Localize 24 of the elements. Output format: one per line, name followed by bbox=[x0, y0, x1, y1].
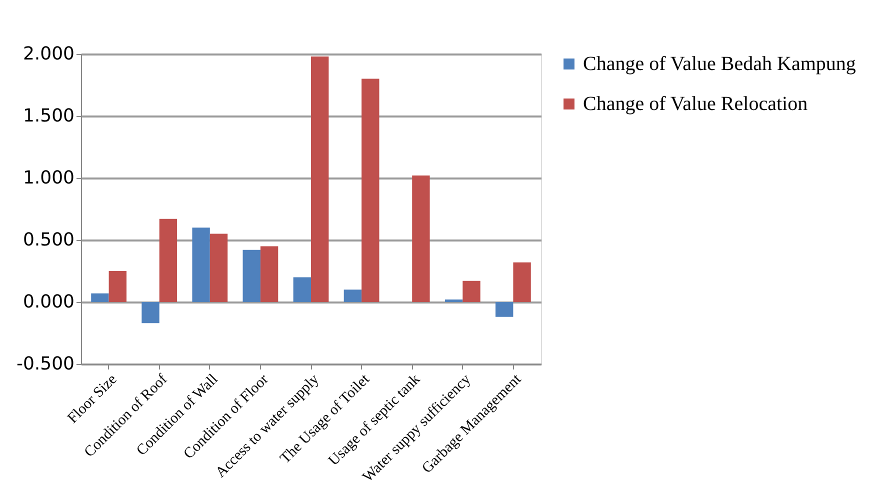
bar bbox=[311, 56, 329, 302]
legend-label: Change of Value Bedah Kampung bbox=[583, 53, 856, 75]
y-tick-label: 1.500 bbox=[22, 106, 74, 126]
y-tick-label: 0.500 bbox=[22, 230, 74, 250]
y-tick-label: 1.000 bbox=[22, 168, 74, 188]
bar bbox=[108, 271, 126, 302]
bar bbox=[159, 218, 178, 302]
bar bbox=[242, 250, 260, 302]
y-tick-label: -0.500 bbox=[16, 354, 74, 374]
legend-label: Change of Value Relocation bbox=[583, 93, 808, 115]
bar bbox=[496, 302, 514, 317]
bar bbox=[293, 277, 311, 302]
bar bbox=[412, 176, 430, 302]
bar bbox=[142, 302, 160, 324]
y-tick-label: 0.000 bbox=[22, 292, 74, 312]
y-tick-label: 2.000 bbox=[22, 44, 74, 64]
bar bbox=[513, 262, 531, 302]
bar bbox=[192, 228, 210, 302]
bar bbox=[91, 293, 109, 302]
bar bbox=[462, 280, 480, 302]
bar bbox=[260, 246, 278, 302]
bar bbox=[362, 78, 380, 302]
bar bbox=[344, 290, 362, 302]
bar bbox=[210, 234, 228, 302]
